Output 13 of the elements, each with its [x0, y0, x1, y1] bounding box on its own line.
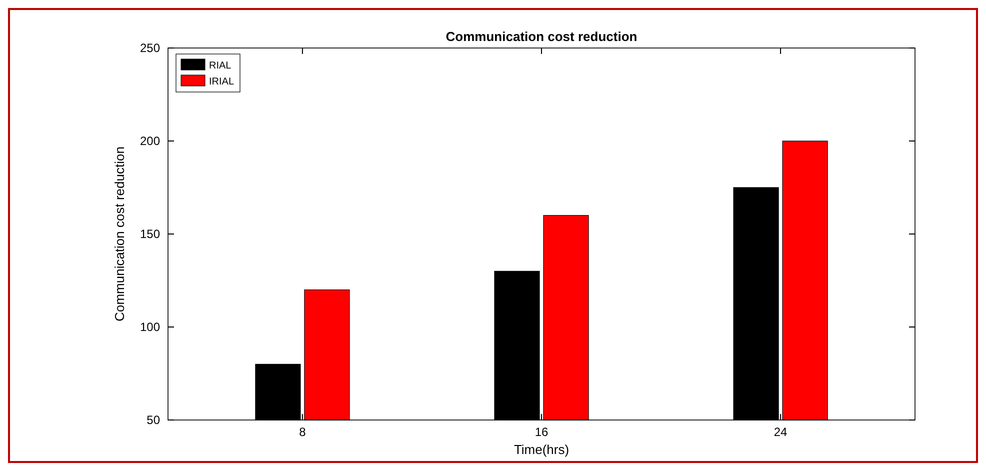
x-axis-title: Time(hrs) [514, 442, 570, 457]
legend-label: IRIAL [209, 76, 234, 88]
y-tick-label: 150 [140, 227, 160, 242]
y-axis-title: Communication cost reduction [112, 146, 127, 322]
y-tick-label: 250 [140, 41, 160, 56]
y-tick-label: 200 [140, 134, 160, 148]
x-tick-label: 16 [534, 425, 548, 439]
legend-label: RIAL [209, 60, 232, 72]
chart-title: Communication cost reduction [446, 29, 638, 44]
x-tick-label: 24 [774, 425, 788, 439]
y-tick-label: 50 [146, 413, 160, 428]
x-tick-label: 8 [299, 425, 306, 439]
y-tick-label: 100 [140, 320, 160, 334]
